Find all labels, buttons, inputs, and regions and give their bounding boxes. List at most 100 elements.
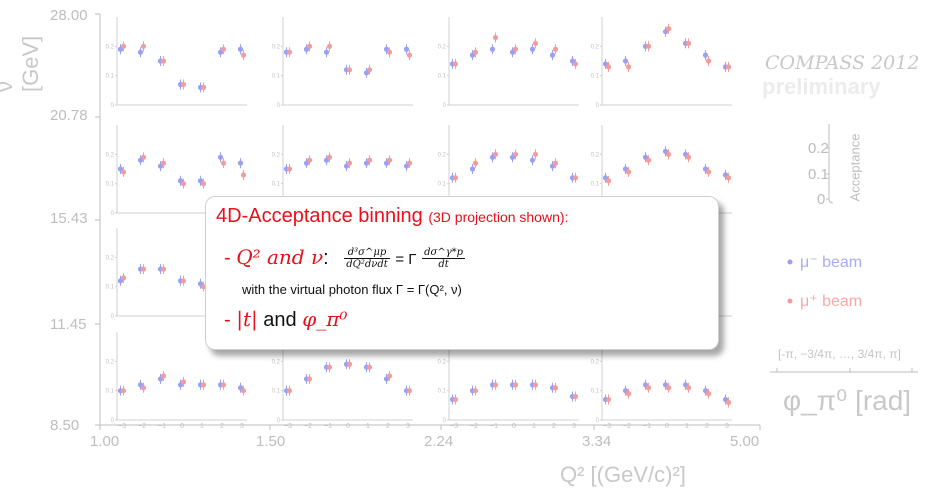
panel-y-tick-label: 0.2 (438, 152, 447, 158)
mu-minus-point (137, 49, 144, 55)
mu-plus-point (220, 382, 227, 388)
mu-minus-point (702, 52, 709, 58)
mu-minus-point (549, 52, 556, 58)
panel-x-tick-label: −2 (470, 423, 478, 430)
mu-plus-point (552, 160, 559, 166)
panel-x-tick-label: −1 (490, 423, 498, 430)
mu-plus-point (452, 396, 459, 403)
panel-y-tick-label: 0.2 (438, 359, 447, 365)
mu-plus-point (605, 396, 612, 403)
mu-plus-point (605, 178, 612, 184)
mu-minus-point (403, 46, 410, 52)
mu-plus-point (240, 388, 247, 394)
acceptance-scale-corner (828, 198, 834, 204)
panel-x-tick-label: 3 (725, 423, 729, 430)
mu-plus-point (705, 391, 712, 397)
mu-plus-point (180, 278, 187, 284)
mu-plus-point (240, 172, 247, 178)
panel-y-tick-label: 0.1 (272, 389, 281, 395)
panel-x-tick-label: −1 (643, 423, 651, 430)
panel-x-tick-label: −2 (304, 423, 312, 430)
mu-plus-point (120, 388, 127, 394)
panel-x-tick-label: −3 (603, 423, 611, 430)
mu-plus-point (120, 169, 127, 175)
y-edge-label: 11.45 (50, 316, 87, 333)
panel-x-tick-label: 1 (685, 423, 689, 430)
mu-minus-point (323, 49, 330, 55)
mu-plus-point (366, 364, 373, 370)
panel-y-tick-label: 0.1 (106, 74, 115, 80)
panel-y-tick-label: 0.1 (106, 389, 115, 395)
phi-axis-title: φ_π⁰ [rad] (783, 385, 912, 416)
mu-plus-point (512, 46, 519, 52)
mu-plus-point (160, 58, 167, 64)
mu-plus-point (326, 43, 333, 49)
mu-plus-point (406, 160, 413, 166)
panel-y-tick-label: 0.1 (272, 182, 281, 188)
mu-plus-point (665, 151, 672, 157)
mu-plus-point (625, 391, 632, 397)
mu-plus-point (725, 399, 732, 405)
acceptance-tick: 0.2 (808, 140, 829, 157)
mu-plus-point (512, 382, 519, 388)
y-edge-label: 15.43 (50, 210, 88, 227)
mu-plus-point (492, 34, 499, 41)
phi-bins-label: [-π, −3/4π, …, 3/4π, π] (778, 347, 901, 361)
panel-y-tick-label: 0.1 (106, 285, 115, 291)
callout-heading: 4D-Acceptance binning (3D projection sho… (216, 205, 568, 228)
mu-plus-point (605, 64, 612, 70)
panel-y-tick-label: 0.2 (438, 44, 447, 50)
x-edge-label: 5.00 (730, 433, 760, 450)
mu-plus-point (286, 49, 293, 55)
mu-plus-point (326, 154, 333, 160)
mu-plus-point (552, 46, 559, 52)
panel-y-tick-label: 0 (596, 418, 600, 424)
panel-y-tick-label: 0 (443, 418, 447, 424)
callout-colon: : (323, 247, 329, 269)
panel-y-tick-label: 0.1 (438, 182, 447, 188)
mu-minus-point (529, 46, 536, 52)
mu-plus-point (645, 157, 652, 163)
binning-callout: 4D-Acceptance binning (3D projection sho… (205, 196, 719, 350)
mu-plus-point (306, 376, 313, 382)
mu-plus-point (685, 154, 692, 160)
callout-dash: - (224, 247, 237, 269)
legend-mu-minus-marker (787, 259, 793, 265)
mu-plus-point (705, 169, 712, 175)
mu-plus-point (625, 64, 632, 70)
mu-plus-point (386, 373, 393, 379)
panel-x-tick-label: 1 (366, 423, 370, 430)
mu-plus-point (140, 43, 147, 49)
panel-x-tick-label: 3 (406, 423, 410, 430)
mu-plus-point (472, 388, 479, 394)
mu-plus-point (286, 388, 293, 394)
callout-flux-text: with the virtual photon flux Γ = Γ(Q², ν… (242, 282, 462, 297)
y-edge-label: 20.78 (50, 107, 88, 124)
y-axis-title: ν [GeV] (0, 35, 43, 92)
mu-plus-point (685, 385, 692, 391)
lhs-numerator: d³σ^μp (344, 247, 390, 260)
legend-mu-minus: μ⁻ beam (800, 254, 863, 271)
rhs-denominator: dt (438, 259, 449, 271)
mu-plus-point (472, 49, 479, 55)
mu-plus-point (160, 266, 167, 272)
mu-minus-point (489, 46, 496, 52)
mu-plus-point (220, 160, 227, 166)
panel-x-tick-label: −2 (138, 423, 146, 430)
panel-y-tick-label: 0 (111, 314, 115, 320)
mu-plus-point (572, 393, 579, 400)
callout-and: and (257, 309, 303, 331)
panel-y-tick-label: 0.1 (106, 182, 115, 188)
mu-plus-point (386, 157, 393, 163)
mu-plus-point (140, 266, 147, 272)
mu-plus-point (326, 364, 333, 370)
callout-heading-text: 4D-Acceptance binning (216, 205, 423, 227)
panel-y-tick-label: 0.2 (106, 359, 115, 365)
panel-y-tick-label: 0.1 (591, 74, 600, 80)
mu-plus-point (625, 169, 632, 175)
mu-plus-point (452, 61, 459, 67)
mu-plus-point (140, 385, 147, 391)
mu-plus-point (346, 160, 353, 166)
panel-x-tick-label: −2 (623, 423, 631, 430)
mu-plus-point (306, 43, 313, 49)
